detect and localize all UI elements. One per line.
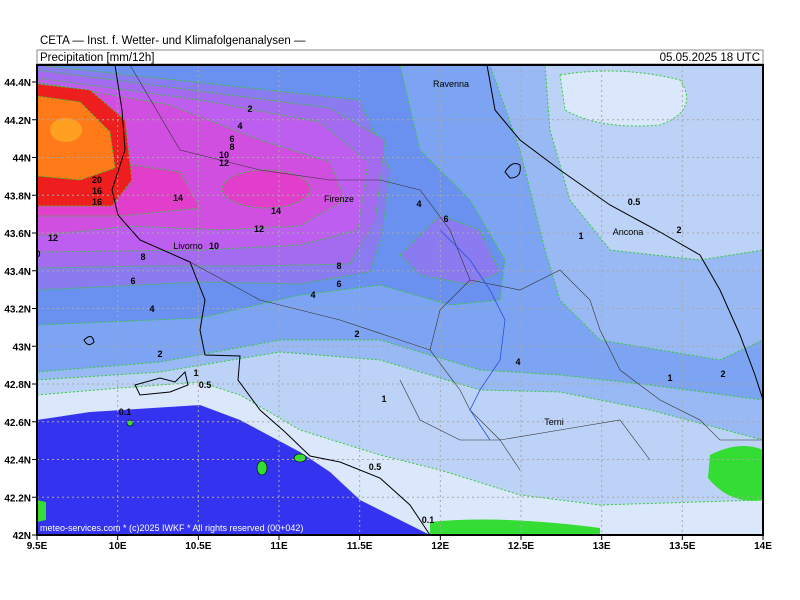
contour-label: 6 [130,276,135,286]
precip-14-16 [221,169,311,209]
lat-label: 42.2N [4,493,31,504]
precip-01-05 [559,70,688,127]
map-field: RavennaFirenzeLivornoAnconaTerni24681012… [35,65,763,535]
contour-label: 0.1 [422,515,435,525]
border [189,261,431,351]
contour-label: 1 [578,231,583,241]
border [469,269,763,441]
border [399,379,651,461]
contour-label: 4 [416,199,421,209]
lon-label: 12.5E [508,541,534,552]
grid [37,65,763,535]
lat-label: 43.4N [4,267,31,278]
precip-below-01 [37,405,430,535]
lat-label: 44.2N [4,116,31,127]
valid-time: 05.05.2025 18 UTC [660,52,760,64]
contour-label: 2 [720,369,725,379]
contour-label: 16 [92,186,102,196]
contour-label: 10 [219,150,229,160]
island [256,460,268,476]
contour-label: 2 [676,225,681,235]
contour-label: 12 [254,224,264,234]
island [126,419,134,427]
lon-label: 9.5E [27,541,48,552]
contour-label: 4 [310,290,315,300]
contour-label: 6 [336,279,341,289]
precip-max [50,118,82,142]
coastline [504,163,521,179]
contour-label: 0.5 [628,197,641,207]
contour-label: 1 [381,394,386,404]
contour-label: 4 [149,304,154,314]
contour-label: 12 [48,233,58,243]
lat-label: 43.6N [4,229,31,240]
coastline [111,65,431,535]
contour-label: 16 [92,197,102,207]
contour-label: 2 [354,329,359,339]
lon-label: 11.5E [347,541,373,552]
lat-label: 43.8N [4,191,31,202]
island [293,453,307,463]
city-label: Ravenna [433,79,469,89]
border [129,65,521,471]
lat-label: 44N [13,154,31,165]
city-label: Firenze [324,194,354,204]
city-label: Terni [544,417,564,427]
contour-label: 2 [247,104,252,114]
lon-label: 13.5E [669,541,695,552]
contour-label: 10 [209,241,219,251]
contour-label: 4 [515,357,520,367]
contour-label: 14 [271,206,281,216]
contour-label: 1 [193,368,198,378]
map-frame [36,64,764,536]
labels: RavennaFirenzeLivornoAnconaTerni24681012… [35,79,726,525]
contour-label: 0.5 [199,380,212,390]
lon-label: 11E [270,541,288,552]
institute-title: CETA — Inst. f. Wetter- und Klimafolgena… [40,35,306,47]
contour-label: 8 [140,252,145,262]
product-title: Precipitation [mm/12h] [40,52,154,64]
contour-label: 2 [157,349,162,359]
contour-label: 14 [173,193,183,203]
lat-label: 42.6N [4,418,31,429]
axes: 44.4N 44.2N 44N 43.8N 43.6N 43.4N 43.2N 43N 42.8… [4,78,772,552]
river [439,229,506,441]
lat-label: 44.4N [4,78,31,89]
coastline [134,371,189,396]
contour-label: 6 [443,214,448,224]
contour-label: 20 [92,175,102,185]
contour-label: 4 [237,121,242,131]
contour-label: 0.5 [369,462,382,472]
contour-label: 12 [219,158,229,168]
coastline [486,65,763,401]
precip-zero [430,519,600,535]
lat-label: 43N [13,342,31,353]
lon-label: 10.5E [185,541,211,552]
lat-label: 42N [13,531,31,542]
lat-label: 42.8N [4,380,31,391]
contour-label: 0 [35,249,40,259]
coastline [83,336,95,346]
lon-label: 10E [109,541,127,552]
lat-label: 42.4N [4,456,31,467]
lon-label: 12E [431,541,449,552]
contour-label: 1 [667,373,672,383]
contour-label: 8 [336,261,341,271]
precip-zero [37,500,46,522]
lon-label: 13E [593,541,611,552]
city-label: Livorno [173,241,203,251]
lat-label: 43.2N [4,305,31,316]
contour-label: 8 [229,142,234,152]
lon-label: 14E [754,541,772,552]
contour-label: 0.1 [119,407,132,417]
city-label: Ancona [613,227,644,237]
precip-zero [708,446,763,501]
contour-label: 6 [229,134,234,144]
footer-credit: meteo-services.com * (c)2025 IWKF * All … [40,523,303,533]
